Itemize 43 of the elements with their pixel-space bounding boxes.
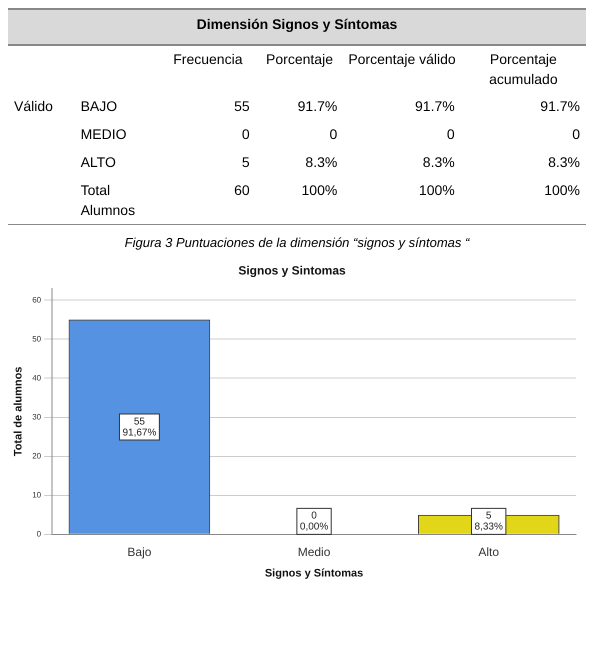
y-tick-label: 20: [32, 452, 42, 461]
y-tick-label: 0: [36, 530, 42, 539]
category-label: Porcentaje válido: [347, 50, 457, 69]
text: 91.7%: [415, 98, 455, 114]
text: 100%: [302, 182, 338, 198]
text: 100%: [418, 182, 455, 198]
chart-title: Signos y Sintomas: [238, 264, 346, 278]
x-tick-label: Bajo: [127, 544, 152, 559]
text: 8.3%: [305, 154, 338, 170]
text: 8.3%: [422, 154, 455, 170]
text: Dimensión Signos y Síntomas: [8, 8, 586, 46]
x-tick-label: Medio: [298, 544, 331, 559]
text: Total Alumnos: [80, 182, 136, 218]
y-tick-label: 10: [32, 490, 42, 500]
x-axis-title: Signos y Síntomas: [264, 567, 364, 580]
text: 60: [234, 182, 250, 198]
data-label: 55 91,67%: [122, 416, 156, 438]
data-label: 0 0,00%: [300, 510, 328, 533]
text: 55: [234, 98, 250, 114]
text: 91.7%: [540, 98, 580, 114]
text: Válido: [14, 98, 53, 114]
category-label: Porcentaje acumulado: [488, 50, 559, 89]
text: Figura 3 Puntuaciones de la dimensión “signos y síntomas “: [124, 235, 471, 250]
x-tick-label: Alto: [478, 544, 500, 559]
text: 5: [242, 154, 250, 170]
category-label: Porcentaje: [265, 50, 334, 69]
text: MEDIO: [80, 126, 126, 142]
y-tick-label: 50: [32, 334, 42, 344]
y-axis-title: Total de alumnos: [12, 366, 25, 456]
text: ALTO: [80, 154, 116, 170]
y-tick-label: 40: [32, 373, 42, 382]
text: 0: [446, 126, 455, 142]
text: 0: [242, 126, 250, 142]
data-label: 5 8,33%: [474, 510, 503, 533]
text: 0: [572, 126, 580, 142]
y-tick-label: 60: [32, 295, 42, 304]
text: 8.3%: [548, 154, 580, 170]
y-tick-label: 30: [32, 412, 42, 422]
text: 100%: [544, 182, 580, 198]
text: 0: [330, 126, 338, 142]
text: BAJO: [80, 98, 118, 114]
category-label: Frecuencia: [172, 50, 244, 69]
text: 91.7%: [298, 98, 338, 114]
